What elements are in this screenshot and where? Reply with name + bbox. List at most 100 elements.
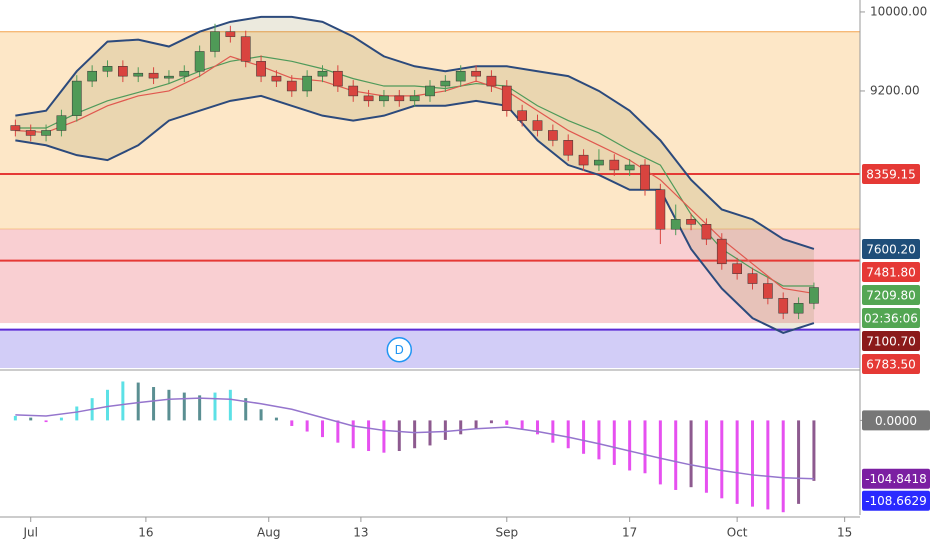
histogram-bar bbox=[520, 420, 524, 429]
bollinger-upper bbox=[15, 15, 815, 250]
histogram-bar bbox=[413, 420, 417, 449]
candle-body bbox=[302, 75, 312, 92]
annotation-text: D bbox=[395, 343, 404, 357]
candle-body bbox=[317, 70, 328, 77]
histogram-bar bbox=[735, 420, 739, 504]
candle-body bbox=[394, 95, 405, 102]
candle-body bbox=[532, 120, 543, 131]
candle-body bbox=[10, 125, 21, 131]
histogram-bar bbox=[505, 420, 509, 425]
candle-body bbox=[501, 85, 512, 111]
candle-body bbox=[594, 159, 604, 166]
candle-body bbox=[624, 164, 635, 171]
candle-body bbox=[609, 159, 620, 171]
signal-line bbox=[15, 397, 814, 480]
histogram-bar bbox=[290, 420, 294, 426]
candle-body bbox=[333, 70, 343, 87]
histogram-bar bbox=[474, 420, 478, 429]
histogram-bar bbox=[305, 420, 309, 432]
histogram-bar bbox=[336, 420, 340, 443]
candle-body bbox=[348, 85, 359, 97]
zone bbox=[0, 31, 860, 230]
candle-body bbox=[25, 130, 36, 136]
histogram-bar bbox=[106, 389, 109, 421]
price-pane: D bbox=[0, 15, 860, 368]
histogram-bar bbox=[59, 417, 63, 421]
histogram-bar bbox=[44, 420, 48, 423]
x-tick-label: Oct bbox=[727, 526, 748, 540]
countdown-label: 02:36:06 bbox=[864, 311, 918, 325]
candle-body bbox=[194, 51, 205, 72]
signal-last-label-box bbox=[862, 468, 930, 489]
candle-body bbox=[517, 110, 527, 121]
candle-body bbox=[686, 219, 696, 225]
candle-body bbox=[578, 154, 589, 166]
histogram-bar bbox=[566, 420, 570, 449]
histogram-bar bbox=[781, 420, 785, 513]
candle-body bbox=[716, 238, 727, 265]
candle-body bbox=[732, 263, 742, 274]
candle-body bbox=[133, 72, 144, 77]
candle-body bbox=[409, 95, 420, 102]
histogram-bar bbox=[136, 382, 140, 421]
histogram-bar bbox=[121, 381, 125, 421]
candle-body bbox=[164, 75, 174, 79]
candle-body bbox=[701, 224, 712, 240]
histogram-bar bbox=[351, 420, 355, 449]
level-label-box bbox=[862, 164, 920, 185]
level-label: 6783.50 bbox=[866, 357, 916, 371]
histogram-bar bbox=[428, 420, 432, 446]
histogram-bar bbox=[612, 420, 616, 465]
histogram-bar bbox=[397, 420, 401, 452]
candle-body bbox=[548, 130, 558, 141]
histogram-bar bbox=[797, 420, 801, 504]
histogram-bar bbox=[643, 420, 647, 474]
candle-body bbox=[271, 75, 282, 82]
candle-body bbox=[640, 164, 650, 190]
histogram-bar bbox=[244, 398, 248, 421]
x-tick-label: 17 bbox=[622, 526, 637, 540]
histogram-bar bbox=[182, 392, 186, 421]
candle-body bbox=[256, 61, 266, 77]
histogram-bar bbox=[628, 420, 632, 471]
histogram-bar bbox=[751, 420, 754, 507]
histogram-bar bbox=[382, 420, 386, 453]
histogram-bar bbox=[489, 420, 493, 424]
last-value-label-box bbox=[862, 330, 920, 351]
histogram-bar bbox=[597, 420, 601, 460]
annotation-marker bbox=[386, 336, 413, 363]
last-value-label-box bbox=[862, 284, 920, 305]
last-value-label: 7100.70 bbox=[866, 334, 916, 348]
histogram-bar bbox=[689, 420, 693, 488]
zone bbox=[0, 329, 860, 368]
zone bbox=[0, 229, 860, 324]
histogram-bar bbox=[443, 420, 447, 440]
histogram-bar bbox=[704, 420, 708, 493]
candle-body bbox=[225, 31, 236, 37]
candle-body bbox=[118, 66, 128, 77]
histogram-bar bbox=[259, 409, 263, 421]
candle-body bbox=[71, 80, 82, 116]
candle-body bbox=[240, 36, 251, 62]
candle-body bbox=[486, 75, 497, 87]
histogram-last-label: -108.6629 bbox=[865, 494, 927, 508]
candle-body bbox=[655, 189, 666, 230]
y-tick-label: 9200.00 bbox=[870, 83, 920, 97]
histogram-bar bbox=[228, 389, 232, 421]
candle-body bbox=[809, 287, 819, 304]
last-value-label-box bbox=[862, 238, 920, 259]
candle-body bbox=[210, 31, 220, 52]
candle-body bbox=[440, 80, 451, 87]
candle-body bbox=[425, 85, 435, 97]
candle-body bbox=[763, 283, 773, 299]
histogram-bar bbox=[167, 389, 171, 421]
level-label-box bbox=[862, 261, 920, 282]
histogram-bar bbox=[152, 387, 156, 421]
histogram-bar bbox=[274, 417, 278, 421]
histogram-bar bbox=[674, 420, 678, 490]
level-label: 8359.15 bbox=[866, 168, 916, 182]
band-fill bbox=[15, 16, 814, 333]
candle-body bbox=[747, 273, 758, 284]
x-tick-label: Jul bbox=[22, 526, 37, 540]
x-tick-label: 16 bbox=[138, 526, 153, 540]
